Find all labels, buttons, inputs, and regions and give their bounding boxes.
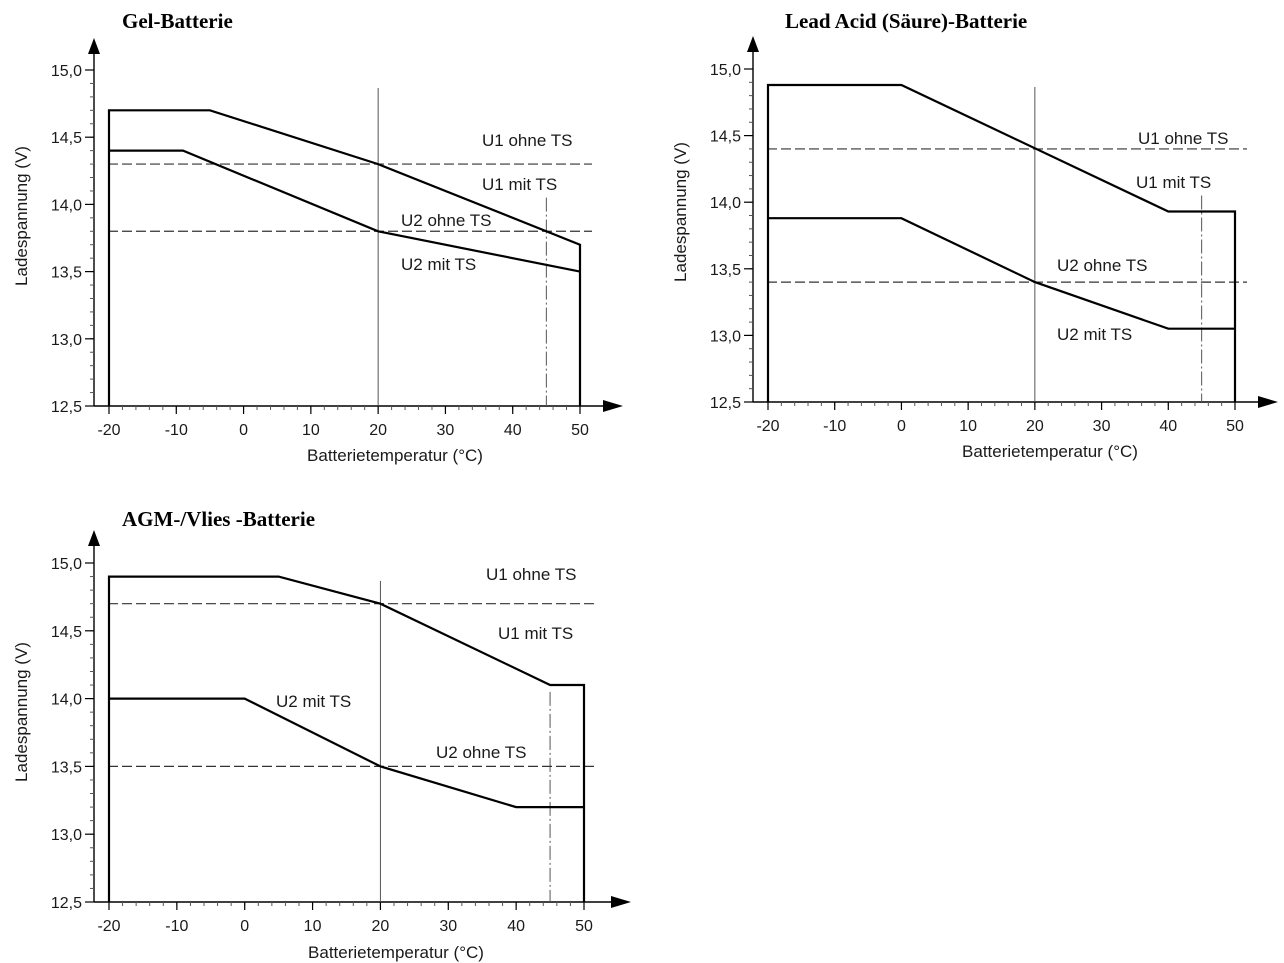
x-tick-label: 40	[504, 422, 522, 439]
x-axis-label: Batterietemperatur (°C)	[307, 446, 483, 465]
x-tick-label: 20	[369, 422, 387, 439]
y-axis-arrow	[747, 36, 759, 52]
label-u2-ohne-ts: U2 ohne TS	[1057, 256, 1147, 275]
x-tick-label: 0	[897, 418, 906, 435]
label-u1-ohne-ts: U1 ohne TS	[1138, 129, 1228, 148]
series-u2-mit-ts	[768, 217, 1235, 330]
y-tick-label: 12,5	[710, 395, 741, 412]
y-tick-label: 15,0	[51, 556, 82, 573]
y-tick-label: 13,5	[51, 265, 82, 282]
axes	[88, 530, 631, 908]
label-u1-ohne-ts: U1 ohne TS	[482, 131, 572, 150]
y-tick-label: 14,0	[710, 195, 741, 212]
y-tick-label: 12,5	[51, 895, 82, 912]
y-tick-label: 14,5	[51, 624, 82, 641]
y-axis-label: Ladespannung (V)	[671, 142, 690, 282]
series-layer	[107, 88, 592, 406]
x-tick-label: 50	[575, 918, 593, 935]
label-u2-mit-ts: U2 mit TS	[1057, 325, 1132, 344]
series-u1-mit-ts	[107, 575, 586, 902]
label-u2-mit-ts: U2 mit TS	[276, 692, 351, 711]
y-tick-label: 14,0	[51, 692, 82, 709]
chart-title: Lead Acid (Säure)-Batterie	[785, 9, 1027, 33]
y-tick-label: 13,5	[51, 759, 82, 776]
y-axis-arrow	[88, 530, 100, 546]
series-u1-mit-ts	[766, 83, 1237, 402]
chart-title: Gel-Batterie	[122, 9, 233, 33]
x-tick-label: 10	[302, 422, 320, 439]
series-layer	[766, 83, 1247, 402]
x-tick-label: -10	[165, 918, 188, 935]
series-u2-mit-ts	[109, 697, 584, 809]
label-u2-mit-ts: U2 mit TS	[401, 255, 476, 274]
x-tick-label: 20	[372, 918, 390, 935]
x-tick-label: -20	[756, 418, 779, 435]
x-tick-label: -10	[823, 418, 846, 435]
y-tick-label: 13,0	[51, 827, 82, 844]
x-tick-label: 10	[959, 418, 977, 435]
y-axis-label: Ladespannung (V)	[12, 642, 31, 782]
y-axis-arrow	[88, 38, 100, 54]
y-tick-label: 12,5	[51, 399, 82, 416]
x-tick-label: 0	[240, 918, 249, 935]
y-tick-label: 14,5	[51, 130, 82, 147]
x-tick-label: 10	[304, 918, 322, 935]
x-tick-label: -10	[165, 422, 188, 439]
x-axis-label: Batterietemperatur (°C)	[308, 943, 484, 962]
chart-agm: AGM-/Vlies -Batterie 12,5 13,0 13,5 14,0 14,…	[12, 507, 631, 962]
y-axis-label: Ladespannung (V)	[12, 146, 31, 286]
label-u1-mit-ts: U1 mit TS	[498, 624, 573, 643]
x-tick-label: -20	[97, 422, 120, 439]
y-tick-label: 15,0	[51, 63, 82, 80]
x-tick-label: 40	[1159, 418, 1177, 435]
y-tick-label: 13,0	[710, 328, 741, 345]
x-tick-label: 20	[1026, 418, 1044, 435]
axes	[747, 36, 1278, 408]
chart-lead-acid: Lead Acid (Säure)-Batterie 12,513,013,51…	[671, 9, 1278, 461]
ticks: 12,5 13,0 13,5 14,0 14,5 15,0 -20 -10 0 10 20 30 40 5…	[51, 63, 589, 439]
series-layer	[107, 575, 596, 902]
x-tick-label: 30	[437, 422, 455, 439]
chart-gel: Gel-Batterie 12,5 13,0 13,5 14,0 14,5 15,0 -20…	[12, 9, 623, 465]
x-tick-label: 0	[239, 422, 248, 439]
x-axis-arrow	[611, 896, 631, 908]
ticks: 12,5 13,0 13,5 14,0 14,5 15,0 -20 -10 0 10 20 30 40 5…	[51, 556, 593, 935]
ticks: 12,5 13,0 13,5 14,0 14,5 15,0 -20 -10 0 10 20 30 40 5…	[710, 62, 1244, 435]
label-u2-ohne-ts: U2 ohne TS	[401, 211, 491, 230]
label-u1-ohne-ts: U1 ohne TS	[486, 565, 576, 584]
x-axis-arrow	[603, 400, 623, 412]
x-tick-label: 30	[439, 918, 457, 935]
label-u2-ohne-ts: U2 ohne TS	[436, 743, 526, 762]
y-tick-label: 14,5	[710, 129, 741, 146]
axes	[88, 38, 623, 412]
label-u1-mit-ts: U1 mit TS	[482, 175, 557, 194]
y-tick-label: 13,5	[710, 262, 741, 279]
y-tick-label: 13,0	[51, 332, 82, 349]
x-tick-label: 30	[1093, 418, 1111, 435]
x-tick-label: 50	[571, 422, 589, 439]
y-tick-label: 14,0	[51, 197, 82, 214]
x-tick-label: 40	[507, 918, 525, 935]
x-tick-label: -20	[97, 918, 120, 935]
x-axis-label: Batterietemperatur (°C)	[962, 442, 1138, 461]
chart-title: AGM-/Vlies -Batterie	[122, 507, 315, 531]
series-u2-mit-ts	[109, 149, 581, 273]
y-tick-label: 15,0	[710, 62, 741, 79]
label-u1-mit-ts: U1 mit TS	[1136, 173, 1211, 192]
x-axis-arrow	[1258, 396, 1278, 408]
x-tick-label: 50	[1226, 418, 1244, 435]
